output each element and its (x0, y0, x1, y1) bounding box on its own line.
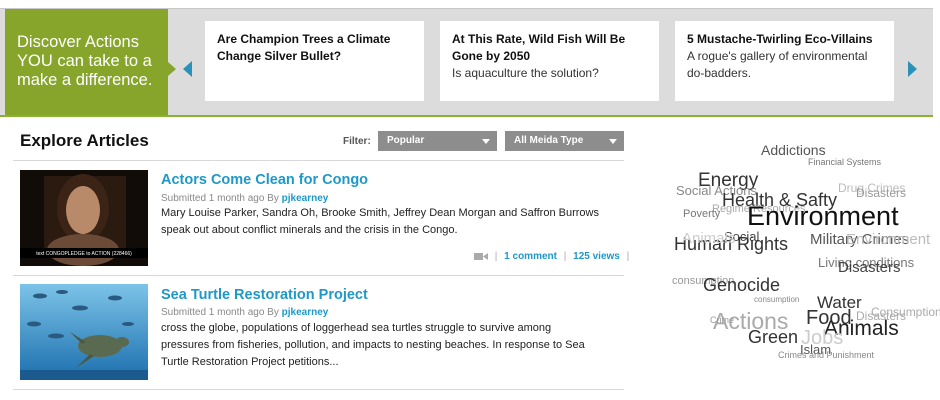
tag-link[interactable]: Water (817, 293, 862, 312)
article-thumbnail[interactable]: text CONGOPLEDGE to ACTION (228466) (20, 170, 148, 266)
article-stats: | 1 comment | 125 views | (474, 251, 633, 262)
featured-banner: Discover Actions YOU can take to a make … (0, 8, 933, 117)
media-type-value: All Meida Type (514, 135, 584, 146)
pipe-divider: | (494, 251, 498, 262)
promo-line-2: YOU can take to a (17, 52, 152, 70)
tag-link[interactable]: Regime Resources (712, 203, 806, 215)
tag-link[interactable]: Military Crimes (810, 231, 910, 248)
tag-link[interactable]: Living conditions (818, 255, 915, 270)
tag-link[interactable]: Green (748, 327, 799, 347)
promo-pointer (168, 62, 176, 76)
explore-articles-heading: Explore Articles (20, 131, 149, 150)
article-thumbnail[interactable] (20, 284, 148, 380)
tag-link[interactable]: Energy (698, 170, 759, 191)
tag-link[interactable]: Social (724, 229, 760, 244)
media-type-select[interactable]: All Meida Type (505, 131, 624, 151)
views-count: 125 views (573, 251, 620, 262)
thumbnail-caption: text CONGOPLEDGE to ACTION (228466) (36, 251, 132, 257)
tag-link[interactable]: consumption (672, 275, 735, 287)
article-meta: Submitted 1 month ago By pjkearney (161, 193, 328, 204)
tag-link[interactable]: Disasters (838, 259, 901, 276)
carousel-card-title[interactable]: Are Champion Trees a Climate Change Silv… (217, 32, 391, 63)
chevron-down-icon (609, 139, 617, 144)
tag-cloud: Addictions Financial Systems Energy Drug… (666, 138, 940, 368)
tag-link[interactable]: Environment (747, 201, 899, 231)
tag-link[interactable]: Social Actions (676, 183, 757, 198)
pipe-divider: | (626, 251, 630, 262)
carousel-next-icon[interactable] (908, 61, 917, 77)
tag-link[interactable]: Crime (710, 315, 734, 325)
article-submitted-text: Submitted 1 month ago By (161, 193, 279, 204)
article-submitted-text: Submitted 1 month ago By (161, 307, 279, 318)
promo-line-1: Discover Actions (17, 33, 139, 51)
pipe-divider: | (563, 251, 567, 262)
carousel-card-2[interactable]: At This Rate, Wild Fish Will Be Gone by … (440, 21, 659, 101)
sort-filter-select[interactable]: Popular (378, 131, 497, 151)
divider (13, 275, 624, 276)
carousel-card-title[interactable]: At This Rate, Wild Fish Will Be Gone by … (452, 32, 626, 63)
carousel-prev-icon[interactable] (183, 61, 192, 77)
carousel-card-3[interactable]: 5 Mustache-Twirling Eco-Villains A rogue… (675, 21, 894, 101)
tag-link[interactable]: Consumption (871, 305, 940, 319)
chevron-down-icon (482, 139, 490, 144)
tag-link[interactable]: Genocide (703, 275, 781, 295)
author-link[interactable]: pjkearney (281, 307, 329, 318)
tag-link[interactable]: Human Rights (674, 234, 789, 254)
tag-link[interactable]: Actions (713, 308, 789, 334)
tag-link[interactable]: Food (806, 307, 852, 329)
sort-filter-value: Popular (387, 135, 425, 146)
comments-link[interactable]: 1 comment (504, 251, 557, 262)
tag-link[interactable]: Addictions (761, 142, 826, 158)
article-description: Mary Louise Parker, Sandra Oh, Brooke Sm… (161, 207, 599, 236)
video-thumbnail-image: text CONGOPLEDGE to ACTION (228466) (20, 170, 148, 266)
tag-link[interactable]: Crimes and Punishment (778, 350, 875, 360)
tag-link[interactable]: Animals (824, 317, 899, 340)
discover-actions-promo[interactable]: Discover Actions YOU can take to a make … (5, 9, 168, 115)
divider (13, 160, 624, 161)
tag-link[interactable]: Disasters (856, 309, 907, 323)
article-meta: Submitted 1 month ago By pjkearney (161, 307, 328, 318)
sea-turtle-image (20, 284, 148, 380)
divider (13, 389, 624, 390)
carousel-card-1[interactable]: Are Champion Trees a Climate Change Silv… (205, 21, 424, 101)
filter-label: Filter: (343, 136, 371, 147)
carousel-card-desc: A rogue's gallery of environmental do-ba… (687, 49, 868, 80)
promo-line-3: make a difference. (17, 71, 153, 89)
carousel-card-title[interactable]: 5 Mustache-Twirling Eco-Villains (687, 32, 873, 46)
tag-link[interactable]: Jobs (801, 327, 844, 349)
tag-link[interactable]: consumption (754, 295, 800, 304)
author-link[interactable]: pjkearney (281, 193, 329, 204)
tag-link[interactable]: Environment (846, 231, 931, 248)
article-title-link[interactable]: Actors Come Clean for Congo (161, 172, 369, 188)
tag-link[interactable]: Health & Safty (722, 190, 838, 210)
article-title-link[interactable]: Sea Turtle Restoration Project (161, 287, 368, 303)
tag-link[interactable]: Disasters (856, 186, 907, 200)
video-camera-icon (474, 252, 488, 260)
tag-link[interactable]: Financial Systems (808, 157, 882, 167)
tag-link[interactable]: Drug Crimes (838, 181, 906, 195)
tag-link[interactable]: Poverty (683, 208, 721, 220)
tag-link[interactable]: Islam (800, 342, 832, 357)
carousel-card-desc: Is aquaculture the solution? (452, 66, 599, 80)
article-description: cross the globe, populations of loggerhe… (161, 322, 585, 368)
tag-link[interactable]: Animals (682, 230, 736, 247)
